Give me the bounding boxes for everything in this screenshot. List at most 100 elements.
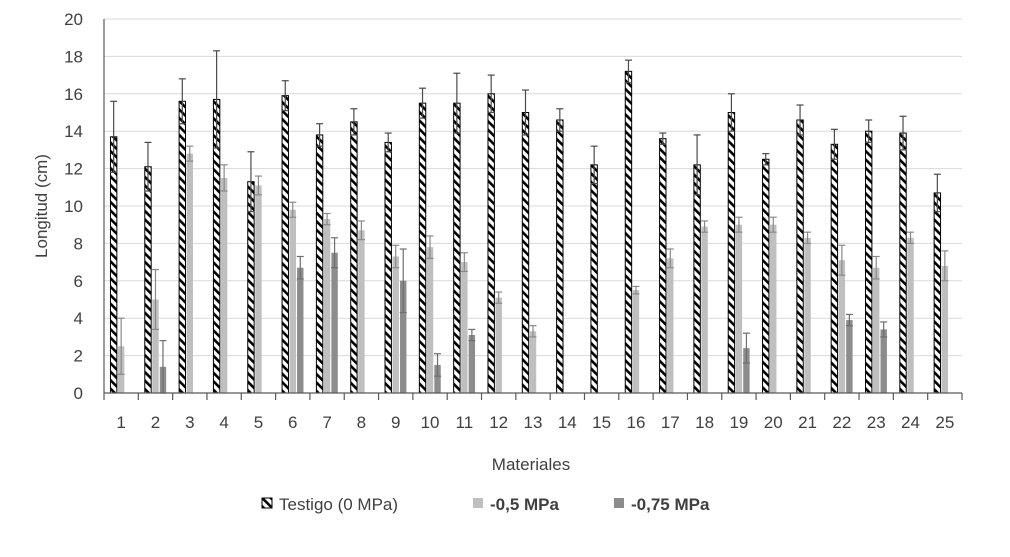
bar-2: [701, 226, 708, 393]
bar-1: [315, 134, 324, 394]
bar-1: [144, 166, 152, 394]
y-tick-label: 20: [64, 10, 83, 29]
gridlines: [104, 18, 962, 357]
y-tick-label: 10: [64, 197, 83, 216]
x-tick-label: 20: [764, 413, 783, 432]
bar-1: [109, 136, 118, 394]
x-tick-label: 5: [254, 413, 263, 432]
bar-1: [830, 143, 839, 394]
bar-2: [289, 209, 296, 393]
x-tick-label: 17: [661, 413, 680, 432]
x-tick-label: 7: [322, 413, 331, 432]
legend-swatch: [614, 498, 624, 508]
bar-3: [331, 252, 338, 393]
bar-2: [941, 265, 949, 393]
bar-1: [624, 70, 633, 394]
bar-1: [453, 102, 461, 394]
bar-2: [873, 267, 880, 393]
y-tick-label: 14: [64, 122, 83, 141]
x-tick-label: 9: [391, 413, 400, 432]
x-tick-label: 21: [798, 413, 817, 432]
legend-swatch: [473, 498, 483, 508]
bar-3: [434, 364, 441, 393]
bar-3: [468, 335, 476, 393]
bar-2: [838, 260, 846, 393]
legend-label: -0,5 MPa: [490, 495, 560, 514]
bar-1: [178, 100, 187, 394]
bar-2: [358, 230, 365, 393]
x-tick-label: 1: [116, 413, 125, 432]
x-tick-label: 23: [867, 413, 886, 432]
y-tick-label: 16: [64, 85, 83, 104]
x-tick-label: 18: [695, 413, 714, 432]
y-tick-label: 8: [74, 234, 83, 253]
bar-2: [495, 297, 502, 393]
bar-1: [384, 141, 392, 394]
bar-2: [667, 258, 674, 393]
bar-3: [846, 320, 853, 393]
x-tick-label: 13: [524, 413, 543, 432]
bar-1: [693, 164, 701, 394]
bar-3: [400, 280, 407, 393]
bar-1: [418, 102, 427, 394]
bar-2: [323, 219, 331, 393]
y-tick-label: 18: [64, 47, 83, 66]
x-tick-label: 2: [151, 413, 160, 432]
bar-2: [220, 177, 228, 393]
x-tick-label: 8: [357, 413, 366, 432]
bar-2: [907, 237, 914, 393]
x-tick-label: 22: [832, 413, 851, 432]
y-tick-label: 6: [74, 272, 83, 291]
bar-2: [735, 224, 743, 393]
bar-1: [281, 95, 289, 394]
bar-2: [255, 185, 262, 393]
bars: [109, 50, 949, 394]
bar-1: [590, 164, 598, 394]
bar-1: [933, 192, 942, 394]
bar-3: [743, 348, 750, 393]
x-tick-label: 3: [185, 413, 194, 432]
bar-1: [487, 93, 495, 394]
bar-2: [152, 299, 159, 393]
bar-2: [804, 237, 811, 393]
y-tick-label: 4: [74, 309, 83, 328]
y-tick-label: 2: [74, 347, 83, 366]
bar-2: [186, 153, 193, 393]
bar-1: [899, 132, 907, 394]
legend: Testigo (0 MPa) -0,5 MPa -0,75 MPa: [261, 495, 710, 514]
bar-1: [727, 112, 736, 394]
legend-swatch: [261, 497, 273, 509]
y-tick-label: 0: [74, 384, 83, 403]
y-axis-title: Longitud (cm): [32, 154, 51, 258]
bar-3: [880, 329, 887, 393]
bar-1: [659, 138, 667, 394]
bar-1: [865, 130, 873, 394]
legend-label: Testigo (0 MPa): [279, 495, 398, 514]
x-tick-label: 25: [935, 413, 954, 432]
bar-2: [426, 247, 434, 393]
x-tick-label: 14: [558, 413, 577, 432]
bar-2: [529, 331, 537, 393]
y-tick-label: 12: [64, 160, 83, 179]
bar-2: [632, 290, 640, 393]
bar-1: [350, 121, 358, 394]
x-tick-label: 12: [489, 413, 508, 432]
axes: [103, 19, 963, 400]
x-tick-label: 16: [626, 413, 645, 432]
x-tick-label: 19: [729, 413, 748, 432]
x-tick-label: 10: [421, 413, 440, 432]
x-tick-label: 6: [288, 413, 297, 432]
x-axis-title: Materiales: [492, 455, 570, 474]
bar-1: [556, 119, 564, 394]
bar-1: [796, 119, 804, 394]
bar-3: [297, 267, 304, 393]
bar-1: [521, 112, 530, 394]
bar-2: [770, 224, 777, 393]
x-tick-label: 24: [901, 413, 920, 432]
x-tick-label: 15: [592, 413, 611, 432]
x-tick-label: 4: [219, 413, 228, 432]
bar-2: [392, 256, 399, 393]
